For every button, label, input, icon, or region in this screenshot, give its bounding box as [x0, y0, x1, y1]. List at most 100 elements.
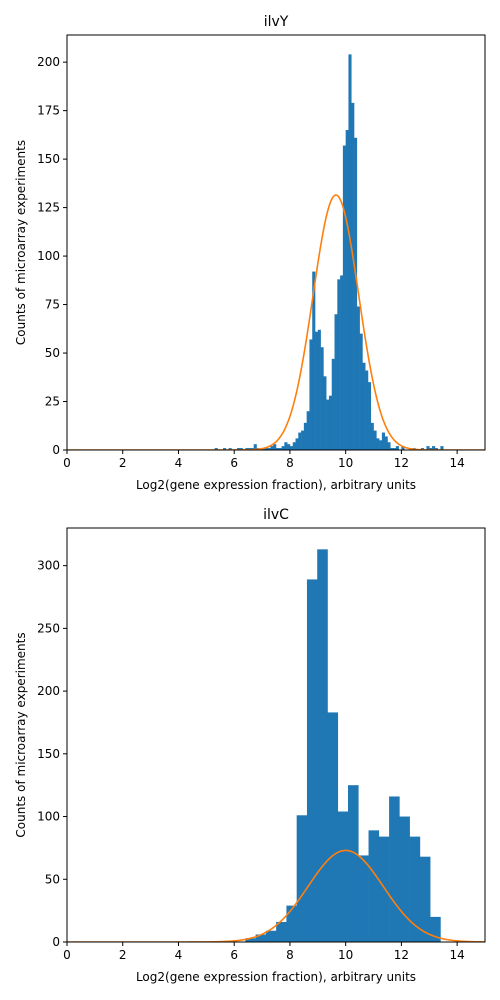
histogram-bar: [373, 430, 377, 450]
x-tick-label: 6: [230, 456, 238, 470]
x-tick-label: 10: [338, 456, 353, 470]
histogram-bar: [309, 339, 313, 450]
histogram-bar: [295, 438, 299, 450]
histogram-bar: [306, 411, 310, 450]
y-axis-label: Counts of microarray experiments: [14, 632, 28, 837]
chart-title: ilvC: [263, 507, 289, 523]
x-tick-label: 14: [449, 456, 464, 470]
x-tick-label: 0: [63, 948, 71, 962]
y-tick-label: 150: [37, 747, 60, 761]
histogram-bar: [409, 836, 421, 942]
histogram-bar: [362, 362, 366, 450]
y-tick-label: 0: [52, 443, 60, 457]
histogram-bar: [331, 358, 335, 450]
histogram-bar: [214, 448, 218, 450]
histogram-bar: [345, 130, 349, 450]
histogram-bar: [328, 395, 333, 450]
x-tick-label: 6: [230, 948, 238, 962]
histogram-bar: [351, 102, 355, 450]
y-tick-label: 50: [45, 346, 60, 360]
histogram-bar: [236, 448, 241, 450]
y-tick-label: 0: [52, 935, 60, 949]
histogram-bar: [342, 145, 346, 450]
histogram-bar: [367, 382, 372, 450]
histogram-bar: [292, 442, 296, 450]
histogram-bar: [389, 796, 400, 942]
gaussian-fit-curve: [67, 849, 485, 942]
histogram-bar: [278, 448, 282, 450]
y-axis-label: Counts of microarray experiments: [14, 140, 28, 345]
histogram-bar: [284, 442, 288, 450]
x-tick-label: 12: [394, 948, 409, 962]
histogram-bar: [340, 275, 344, 450]
histogram-bar: [370, 422, 374, 450]
histogram-bar: [306, 579, 318, 942]
histogram-bar: [430, 916, 441, 942]
y-tick-label: 50: [45, 872, 60, 886]
histogram-bar: [301, 430, 305, 450]
histogram-bar: [228, 448, 232, 450]
histogram-bar: [315, 331, 319, 450]
histogram-bar: [276, 448, 280, 450]
histogram-bar: [264, 448, 268, 450]
y-tick-label: 200: [37, 55, 60, 69]
x-tick-label: 12: [394, 456, 409, 470]
histogram-bar: [348, 54, 352, 451]
histogram-bar: [223, 448, 227, 450]
histogram-bar: [320, 347, 324, 450]
axes-frame: [66, 34, 486, 451]
histogram-bar: [267, 448, 271, 450]
chart-panel-ilvY: 0 2 4 6 8 10 12 14 0 25 50 75 100 125 150 175 200 ilvY Log…: [14, 14, 486, 492]
histogram-bar: [303, 422, 307, 450]
chart-panel-ilvC: 0 2 4 6 8 10 12 14 0 50 100 150 200 250 300 ilvC Log2(ge…: [14, 507, 486, 984]
histogram-bar: [298, 432, 302, 450]
histogram-bar: [326, 399, 330, 450]
histogram-bar: [381, 432, 385, 450]
x-tick-label: 14: [449, 948, 464, 962]
histogram-bar: [323, 376, 327, 450]
histogram-bar: [379, 440, 383, 450]
histogram-bar: [287, 444, 291, 450]
histogram-bar: [440, 446, 444, 450]
histogram-bar: [376, 438, 380, 450]
histogram-bar: [384, 436, 388, 450]
histogram-bar: [365, 370, 369, 450]
x-tick-label: 4: [175, 948, 183, 962]
x-tick-label: 0: [63, 456, 71, 470]
histogram-bar: [281, 446, 285, 450]
x-tick-label: 2: [119, 456, 127, 470]
gaussian-fit-curve: [67, 194, 485, 450]
y-tick-label: 200: [37, 684, 60, 698]
histogram-bar: [399, 816, 410, 942]
y-tick-label: 150: [37, 152, 60, 166]
histogram-bar: [253, 444, 257, 450]
histogram-bar: [378, 836, 390, 942]
histogram-bar: [390, 448, 394, 450]
histogram-bar: [432, 446, 436, 450]
histogram-bar: [265, 930, 277, 942]
histogram-bar: [270, 446, 274, 450]
histogram-bar: [387, 442, 391, 450]
histogram-bar: [358, 855, 369, 942]
histogram-bar: [401, 446, 405, 450]
y-tick-label: 250: [37, 621, 60, 635]
x-tick-label: 10: [338, 948, 353, 962]
x-axis-label: Log2(gene expression fraction), arbitrar…: [136, 970, 416, 984]
y-tick-label: 125: [37, 201, 60, 215]
histogram-bars: [245, 549, 441, 942]
histogram-bar: [354, 137, 358, 450]
y-tick-label: 25: [45, 395, 60, 409]
histogram-bar: [255, 934, 267, 942]
chart-title: ilvY: [264, 14, 289, 30]
histogram-bar: [434, 448, 438, 450]
histogram-bar: [393, 448, 397, 450]
histogram-bar: [334, 314, 338, 450]
histogram-bar: [356, 306, 360, 450]
histogram-bar: [337, 279, 341, 450]
histogram-bar: [337, 811, 349, 942]
histogram-bar: [245, 448, 249, 450]
y-tick-label: 300: [37, 559, 60, 573]
histogram-bar: [245, 938, 256, 942]
histogram-bar: [429, 448, 433, 450]
